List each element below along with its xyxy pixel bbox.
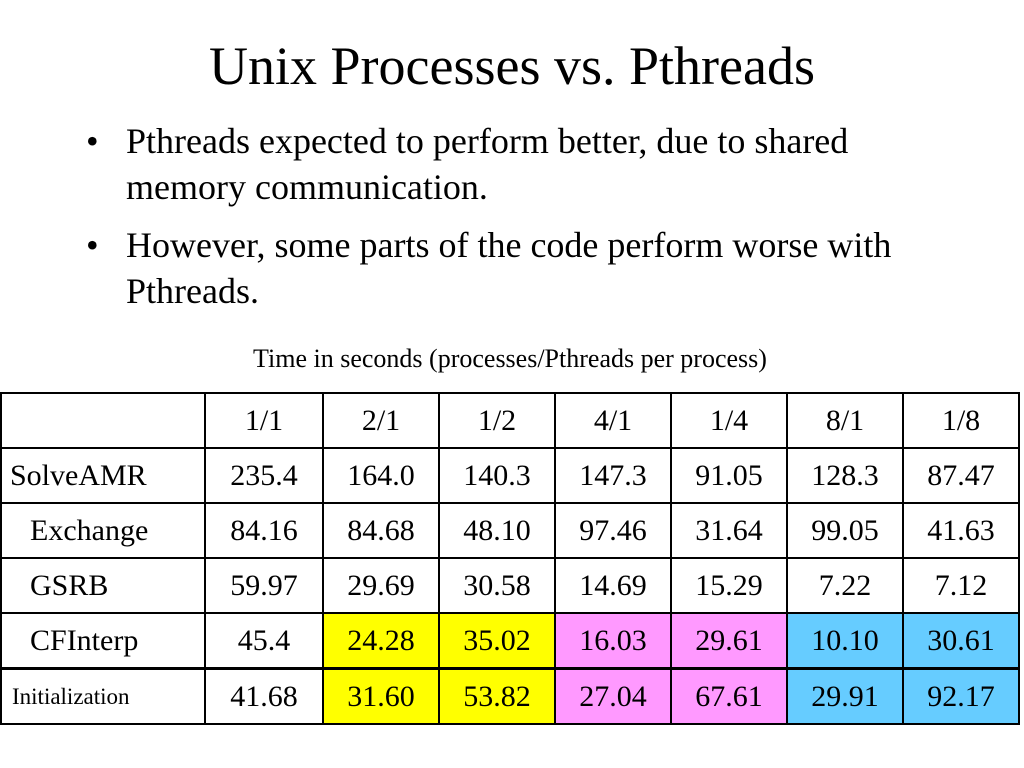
table-header-row: 1/1 2/1 1/2 4/1 1/4 8/1 1/8	[0, 392, 1020, 449]
table-cell: 7.22	[786, 557, 904, 614]
table-row: Initialization 41.68 31.60 53.82 27.04 6…	[0, 667, 1020, 725]
bullet-text: Pthreads expected to perform better, due…	[126, 121, 849, 207]
table-cell-highlight-yellow: 35.02	[438, 612, 556, 670]
table-cell: 7.12	[902, 557, 1020, 614]
table-cell: 235.4	[204, 447, 324, 504]
table-cell: 140.3	[438, 447, 556, 504]
table-cell: 84.68	[322, 502, 440, 559]
table-cell: 48.10	[438, 502, 556, 559]
table-cell: 45.4	[204, 612, 324, 670]
table-cell: 29.69	[322, 557, 440, 614]
table-cell: 164.0	[322, 447, 440, 504]
bullet-icon: •	[86, 225, 99, 265]
bullet-text: However, some parts of the code perform …	[126, 225, 892, 311]
corner-cell	[0, 392, 206, 449]
table-cell: 128.3	[786, 447, 904, 504]
table-cell-highlight-pink: 16.03	[554, 612, 672, 670]
column-header: 2/1	[322, 392, 440, 449]
table-cell-highlight-blue: 92.17	[902, 667, 1020, 725]
row-label-text: GSRB	[30, 568, 109, 602]
table-cell-highlight-blue: 29.91	[786, 667, 904, 725]
table-cell: 59.97	[204, 557, 324, 614]
table-cell: 99.05	[786, 502, 904, 559]
column-header: 1/1	[204, 392, 324, 449]
row-label: Initialization	[0, 667, 206, 725]
table-row: CFInterp 45.4 24.28 35.02 16.03 29.61 10…	[0, 612, 1020, 670]
table-cell: 41.63	[902, 502, 1020, 559]
table-cell: 31.64	[670, 502, 788, 559]
bullet-item: • Pthreads expected to perform better, d…	[86, 118, 966, 210]
slide-title: Unix Processes vs. Pthreads	[209, 36, 815, 96]
column-header: 4/1	[554, 392, 672, 449]
table-cell-highlight-pink: 67.61	[670, 667, 788, 725]
table-cell-highlight-blue: 10.10	[786, 612, 904, 670]
row-label: Exchange	[0, 502, 206, 559]
table-cell: 14.69	[554, 557, 672, 614]
table-cell-highlight-yellow: 53.82	[438, 667, 556, 725]
table-cell: 97.46	[554, 502, 672, 559]
table-row: Exchange 84.16 84.68 48.10 97.46 31.64 9…	[0, 502, 1020, 559]
table-cell-highlight-yellow: 31.60	[322, 667, 440, 725]
row-label-text: SolveAMR	[10, 458, 147, 492]
table-cell: 147.3	[554, 447, 672, 504]
column-header: 1/2	[438, 392, 556, 449]
table-cell: 87.47	[902, 447, 1020, 504]
table-cell-highlight-blue: 30.61	[902, 612, 1020, 670]
bullet-icon: •	[86, 121, 99, 161]
bullet-list: • Pthreads expected to perform better, d…	[86, 118, 966, 326]
row-label: SolveAMR	[0, 447, 206, 504]
table-cell-highlight-yellow: 24.28	[322, 612, 440, 670]
timing-table: 1/1 2/1 1/2 4/1 1/4 8/1 1/8 SolveAMR 235…	[0, 392, 1020, 725]
row-label: GSRB	[0, 557, 206, 614]
table-row: GSRB 59.97 29.69 30.58 14.69 15.29 7.22 …	[0, 557, 1020, 614]
row-label-text: Exchange	[30, 513, 149, 547]
table-cell-highlight-pink: 29.61	[670, 612, 788, 670]
bullet-item: • However, some parts of the code perfor…	[86, 222, 966, 314]
column-header: 8/1	[786, 392, 904, 449]
table-cell: 41.68	[204, 667, 324, 725]
table-cell: 30.58	[438, 557, 556, 614]
timing-table-container: 1/1 2/1 1/2 4/1 1/4 8/1 1/8 SolveAMR 235…	[0, 392, 1020, 725]
table-row: SolveAMR 235.4 164.0 140.3 147.3 91.05 1…	[0, 447, 1020, 504]
row-label-text: Initialization	[12, 683, 130, 709]
row-label: CFInterp	[0, 612, 206, 670]
table-cell: 91.05	[670, 447, 788, 504]
table-cell: 15.29	[670, 557, 788, 614]
row-label-text: CFInterp	[30, 623, 139, 657]
table-cell: 84.16	[204, 502, 324, 559]
table-cell-highlight-pink: 27.04	[554, 667, 672, 725]
table-caption: Time in seconds (processes/Pthreads per …	[253, 344, 767, 373]
column-header: 1/8	[902, 392, 1020, 449]
column-header: 1/4	[670, 392, 788, 449]
